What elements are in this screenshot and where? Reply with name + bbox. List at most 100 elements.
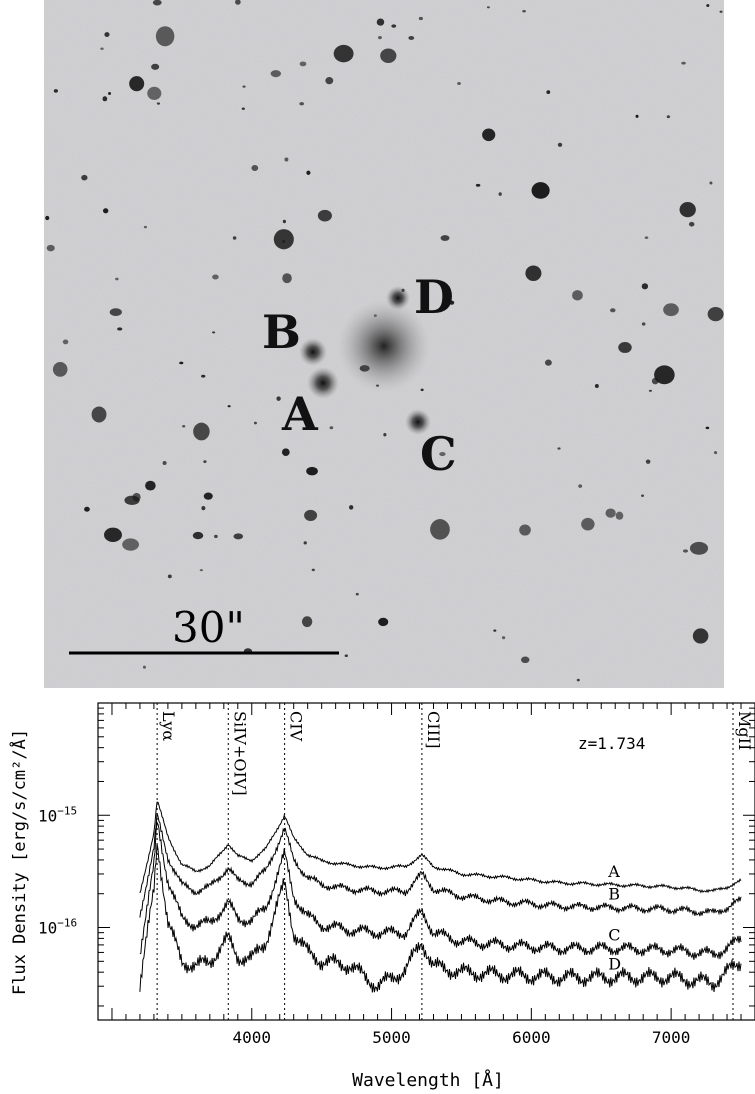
emission-line-label: Lyα [159, 711, 178, 741]
sky-object [151, 63, 160, 70]
sky-object [132, 492, 141, 502]
scale-bar-label: 30" [172, 603, 245, 652]
sky-image [44, 0, 724, 688]
sky-object [689, 541, 709, 555]
sky-object [201, 505, 206, 511]
sky-object [102, 208, 109, 214]
sky-object [325, 77, 334, 85]
sky-object [709, 181, 713, 185]
sky-object [641, 494, 645, 497]
series-label: A [607, 862, 620, 881]
sky-object [475, 183, 481, 187]
sky-object [679, 202, 696, 218]
sky-object [281, 448, 290, 456]
sky-object [525, 265, 542, 281]
sky-object [544, 359, 552, 366]
sky-object [692, 628, 709, 644]
sky-object [299, 61, 307, 67]
series-label: C [608, 926, 620, 945]
x-axis-label: Wavelength [Å] [352, 1069, 504, 1091]
sky-object [273, 229, 294, 250]
sky-object [449, 300, 455, 305]
sky-object [142, 665, 146, 669]
sky-object [641, 283, 649, 290]
sky-object [104, 32, 110, 38]
redshift-annotation: z=1.734 [578, 734, 645, 753]
image-label-a: A [281, 387, 319, 441]
sky-object [641, 322, 646, 326]
sky-object [329, 426, 334, 430]
spectra [139, 801, 742, 993]
sky-object [276, 396, 281, 401]
quasar-image-a [307, 367, 339, 399]
sky-object [420, 388, 424, 392]
sky-object [391, 24, 397, 28]
sky-object [162, 461, 167, 466]
sky-object [143, 225, 147, 229]
tick-labels: 4000 5000 6000 7000 10−15 10−16 [38, 804, 690, 1047]
sky-object [102, 96, 108, 102]
sky-objects [45, 0, 724, 682]
sky-object [439, 452, 446, 457]
sky-object [430, 519, 450, 540]
sky-object [486, 6, 490, 9]
sky-object [147, 86, 162, 100]
sky-object [440, 235, 450, 241]
sky-object [62, 339, 69, 345]
sky-object [306, 466, 318, 476]
sky-object [378, 35, 382, 40]
sky-object [192, 531, 204, 540]
sky-object [299, 102, 304, 106]
x-tick-label: 7000 [652, 1028, 691, 1047]
sky-object [212, 331, 216, 334]
sky-object [117, 327, 123, 331]
series-label: D [608, 954, 621, 973]
quasar-image-d [386, 286, 410, 310]
sky-object [572, 290, 583, 301]
sky-object [203, 492, 213, 500]
image-label-b: B [262, 305, 301, 359]
sky-object [108, 92, 112, 95]
sky-object [344, 654, 348, 658]
sky-object [304, 509, 318, 521]
sky-object [654, 365, 675, 385]
sky-object [109, 308, 122, 317]
sky-object [241, 107, 245, 110]
quasar-image-c [405, 409, 431, 435]
y-axis-label: Flux Density [erg/s/cm²/Å] [8, 729, 30, 995]
sky-object [91, 406, 107, 423]
x-tick-label: 6000 [512, 1028, 551, 1047]
sky-object [457, 81, 461, 86]
sky-object [666, 115, 671, 119]
sky-object [156, 102, 161, 105]
sky-object [707, 306, 724, 322]
sky-object [581, 517, 595, 531]
spectrum-C [139, 820, 742, 960]
sky-object [501, 636, 506, 640]
emission-line-label: CIV [287, 711, 306, 742]
sky-object [719, 10, 723, 13]
sky-object [594, 384, 599, 389]
sky-object [618, 342, 632, 353]
sky-object [348, 505, 354, 510]
sky-object [303, 541, 307, 545]
sky-object [203, 460, 207, 464]
sky-object [199, 569, 203, 572]
sky-object [253, 421, 257, 425]
sky-object [713, 451, 718, 455]
spectrum-D [139, 843, 742, 993]
y-tick-label: 10−16 [38, 917, 77, 938]
sky-object [145, 480, 156, 491]
sky-object [380, 48, 397, 63]
sky-object [311, 568, 315, 572]
sky-object [333, 44, 354, 63]
sky-object [648, 389, 652, 392]
sky-object [663, 303, 679, 317]
sky-object [104, 527, 122, 543]
sky-object [418, 16, 423, 21]
sky-object [682, 549, 689, 553]
sky-object [212, 274, 219, 280]
sky-object [408, 36, 415, 40]
sky-object [233, 533, 244, 540]
series-label: B [608, 885, 620, 904]
